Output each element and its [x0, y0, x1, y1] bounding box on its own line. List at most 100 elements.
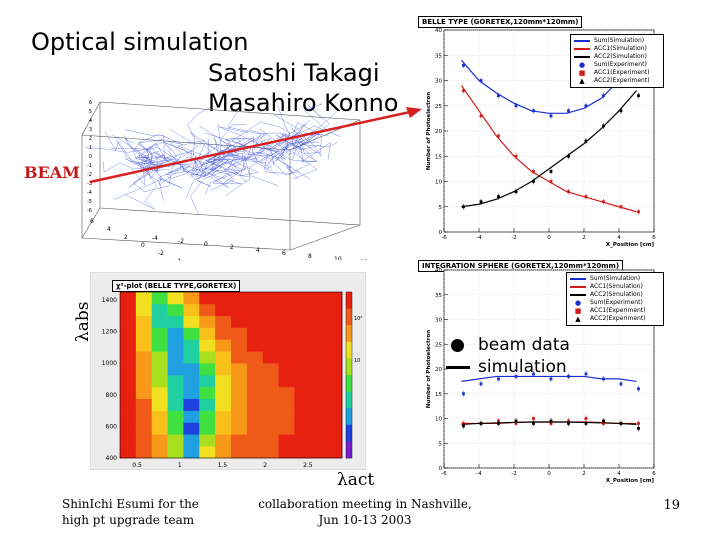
heatmap-cell [183, 386, 200, 400]
legend-beam-data-label: beam data [478, 335, 570, 355]
heatmap-cell [167, 410, 184, 423]
event-y-tick-label: -4 [87, 190, 92, 196]
heatmap-cell [135, 398, 153, 411]
heatmap-cell [135, 363, 153, 376]
data-point [532, 372, 535, 376]
data-point [462, 424, 465, 428]
photon-track [265, 105, 291, 152]
heatmap-cell [151, 398, 168, 411]
heatmap-cell [294, 375, 311, 388]
data-point [514, 104, 518, 108]
y-tick-label: 15 [435, 154, 442, 160]
photon-track [264, 143, 311, 174]
photon-track [134, 156, 176, 168]
heatmap-cell [246, 339, 264, 352]
legend-beam-data: beam data [446, 334, 570, 356]
colorbar-segment [346, 408, 352, 426]
data-point [497, 422, 500, 425]
photon-track [298, 103, 328, 144]
legend-label: ACC2(Simulation) [590, 291, 643, 298]
y-tick-label: 30 [435, 318, 442, 324]
heatmap-cell [246, 363, 264, 376]
heatmap-cell [310, 398, 327, 411]
data-point [567, 154, 570, 158]
colorbar-segment [346, 391, 352, 409]
event-x-tick-label: 10 [334, 256, 342, 260]
legend-label: ACC2(Experiment) [590, 315, 646, 322]
data-point [584, 195, 588, 199]
heatmap-cell [326, 327, 343, 340]
heatmap-cell [135, 422, 153, 435]
data-point [584, 139, 588, 143]
photon-track [295, 142, 338, 162]
heatmap-cell [278, 315, 295, 328]
heatmap-x-tick-label: 2 [263, 462, 267, 469]
legend-item: ● Sum(Experiment) [578, 61, 647, 69]
colorbar-segment [346, 325, 352, 343]
legend-item: ● Sum(Experiment) [574, 299, 643, 307]
photon-track [128, 154, 171, 188]
photon-track [244, 156, 278, 186]
slide-title-line-1: Optical simulation [31, 28, 249, 56]
heatmap-cell [120, 351, 137, 364]
y-tick-label: 25 [435, 104, 442, 110]
photon-track [220, 158, 280, 176]
colorbar-frame [345, 291, 353, 459]
photon-track [280, 141, 320, 155]
heatmap-cell [326, 292, 343, 305]
heatmap-cell [246, 398, 264, 411]
heatmap-cell [310, 292, 327, 305]
heatmap-cell [183, 398, 200, 411]
x-tick-label: -2 [511, 235, 516, 241]
x-tick-label: 2 [582, 235, 586, 241]
heatmap-cell [151, 363, 168, 376]
heatmap-cell [199, 327, 216, 340]
heatmap-cell [167, 446, 184, 459]
data-point [602, 419, 605, 423]
series-line [461, 54, 637, 114]
heatmap-cell [278, 351, 295, 364]
photon-track [229, 159, 247, 183]
legend-label: Sum(Simulation) [594, 37, 645, 44]
heatmap-cell [167, 292, 184, 305]
heatmap-cell [326, 410, 343, 423]
photon-track [190, 132, 255, 160]
y-tick-label: 35 [435, 293, 442, 299]
photon-track [140, 135, 170, 168]
heatmap-cell [151, 375, 168, 388]
heatmap-frame [119, 291, 343, 459]
data-point [479, 422, 483, 425]
heatmap-cell [183, 327, 200, 340]
data-point [584, 417, 588, 420]
heatmap-cell [199, 363, 216, 376]
heatmap-cell [326, 446, 343, 459]
data-point [479, 200, 483, 204]
heatmap-cell [135, 375, 153, 388]
legend-label: Sum(Simulation) [590, 275, 641, 282]
heatmap-cell [199, 434, 216, 447]
lambda-abs-label: λabs [73, 301, 93, 342]
photon-track [240, 144, 290, 164]
photon-track [297, 122, 322, 154]
photon-track [223, 154, 247, 184]
event-y-tick-label: 6 [89, 100, 92, 106]
heatmap-cell [151, 339, 168, 352]
y-tick-label: 20 [435, 367, 442, 373]
x-tick-label: 6 [652, 235, 656, 241]
event-y-tick-label: -1 [87, 163, 92, 169]
heatmap-cell [167, 422, 184, 435]
photon-track [261, 155, 300, 176]
belle-plot-panel: BELLE TYPE (GORETEX,120mm*120mm) 0 5 10 15 2… [418, 14, 664, 248]
heatmap-cell [183, 292, 200, 305]
x-tick-label: 0 [547, 471, 551, 477]
heatmap-cell [246, 327, 264, 340]
photon-track [254, 137, 272, 158]
legend-label: ACC2(Simulation) [594, 53, 647, 60]
heatmap-x-tick-label: 0.5 [132, 462, 142, 469]
heatmap-cell [310, 410, 327, 423]
footer-meeting-line-2: Jun 10-13 2003 [318, 513, 412, 527]
photon-track [125, 167, 157, 210]
data-point [532, 422, 535, 425]
event-z-ticks: 6 4 2 0 -2 -4 [90, 218, 181, 260]
heatmap-cell [246, 351, 264, 364]
